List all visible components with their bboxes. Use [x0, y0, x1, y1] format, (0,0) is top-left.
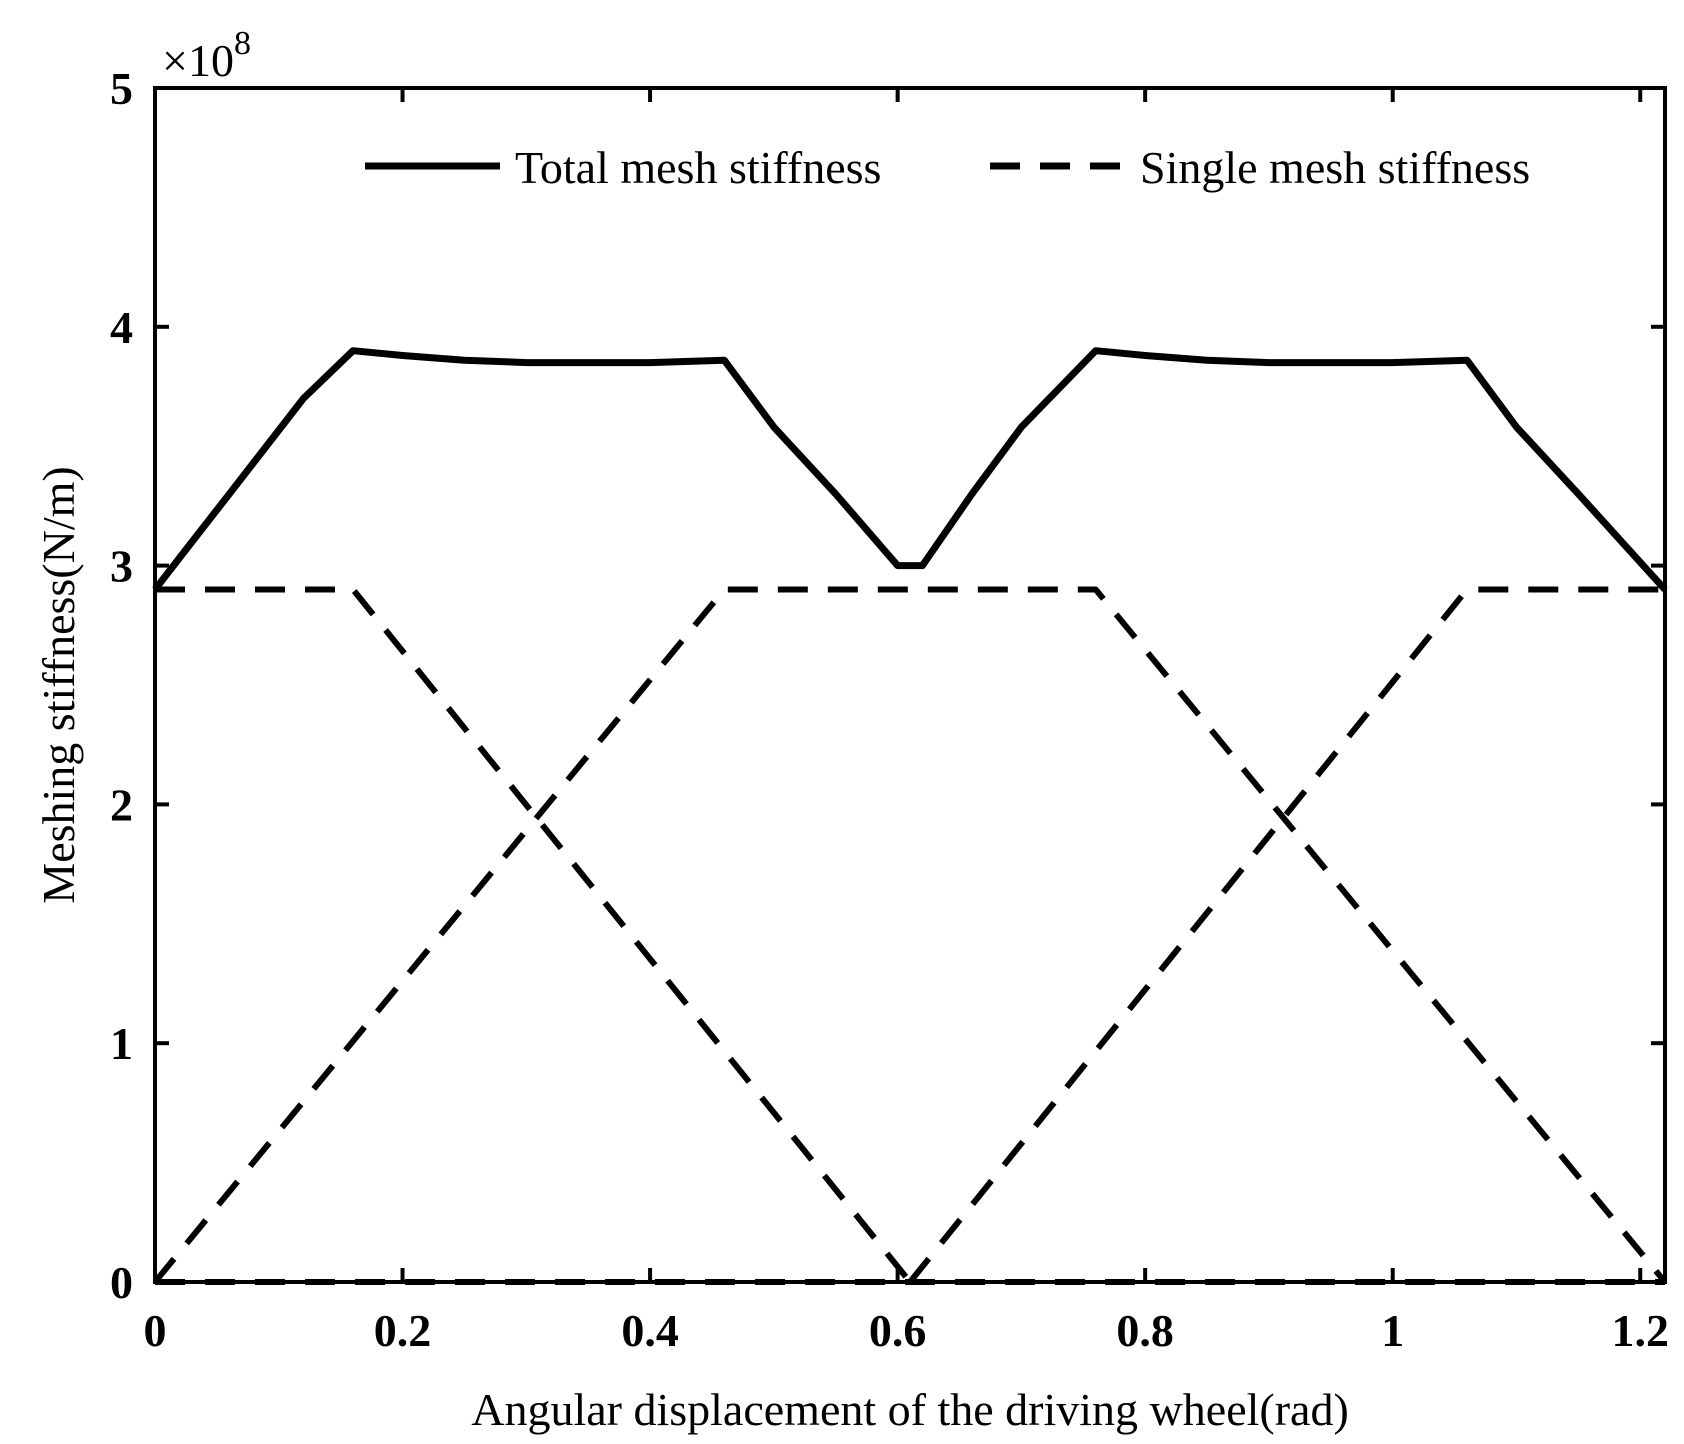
x-tick-label: 0	[144, 1305, 167, 1356]
y-tick-label: 4	[110, 302, 133, 353]
x-tick-label: 0.6	[869, 1305, 927, 1356]
x-tick-label: 1.2	[1611, 1305, 1669, 1356]
x-tick-label: 0.8	[1116, 1305, 1174, 1356]
legend: Total mesh stiffness Single mesh stiffne…	[365, 142, 1530, 193]
y-tick-label: 2	[110, 779, 133, 830]
axis-tick-labels: 0 0.2 0.4 0.6 0.8 1 1.2 0 1 2 3 4 5	[110, 63, 1669, 1356]
y-tick-label: 0	[110, 1257, 133, 1308]
axis-ticks	[153, 86, 1665, 1284]
y-tick-label: 5	[110, 63, 133, 114]
series-total-mesh-stiffness	[152, 347, 1668, 592]
y-axis-label: Meshing stiffness(N/m)	[33, 466, 84, 903]
series-single-mesh-stiffness-2	[152, 586, 1668, 1284]
y-tick-label: 1	[110, 1018, 133, 1069]
legend-label-total: Total mesh stiffness	[515, 142, 881, 193]
y-axis-exponent: ×108	[162, 25, 251, 86]
x-tick-label: 0.4	[621, 1305, 679, 1356]
legend-label-single: Single mesh stiffness	[1140, 142, 1530, 193]
plot-frame	[153, 86, 1667, 1284]
x-tick-label: 0.2	[374, 1305, 432, 1356]
x-axis-label: Angular displacement of the driving whee…	[471, 1384, 1349, 1435]
y-tick-label: 3	[110, 541, 133, 592]
x-tick-label: 1	[1381, 1305, 1404, 1356]
series-single-mesh-stiffness-1	[155, 586, 913, 1284]
series-single-mesh-stiffness-3	[907, 586, 1665, 1284]
